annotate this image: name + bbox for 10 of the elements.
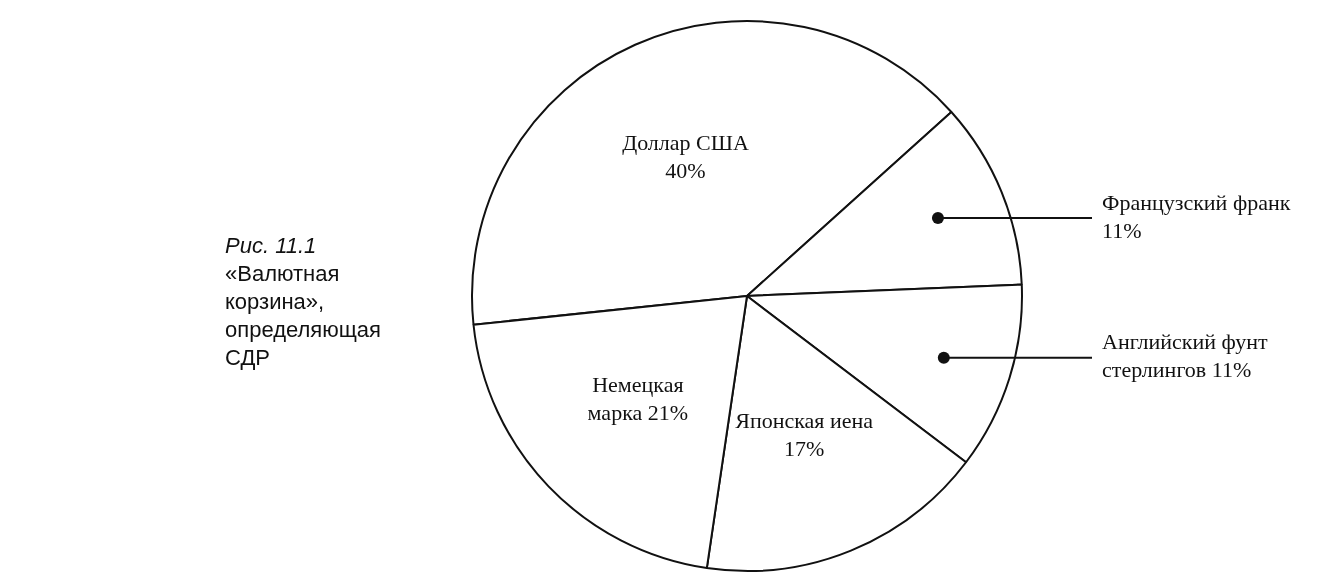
slice-label: Французский франк bbox=[1102, 189, 1291, 215]
data-label: 17% bbox=[783, 435, 825, 461]
text: «Валютная корзина», определяющая СДР bbox=[225, 260, 382, 372]
data-label: 40% bbox=[665, 157, 706, 183]
text: Рис. 11.1 bbox=[225, 232, 318, 260]
slice-label: Японская иена bbox=[735, 407, 874, 433]
slice-label: Доллар США bbox=[622, 129, 749, 155]
slice-label: Английский фунт стерлингов 11% bbox=[1102, 329, 1269, 383]
slice-label: Немецкая марка 21% bbox=[587, 372, 689, 426]
data-label: 11% bbox=[1102, 217, 1142, 243]
